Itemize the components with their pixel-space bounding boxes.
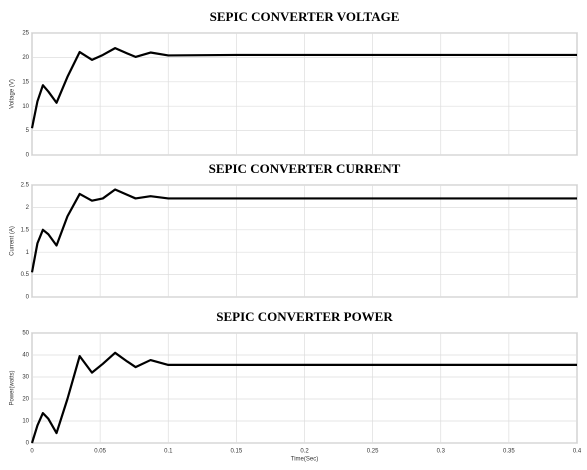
- y-tick-label: 5: [26, 128, 30, 134]
- x-axis-label: Time(Sec): [291, 457, 318, 463]
- y-tick-label: 50: [22, 331, 29, 337]
- line: [30, 351, 577, 444]
- x-tick-label: 0.35: [503, 449, 515, 455]
- x-tick-label: 0.2: [300, 449, 309, 455]
- x-tick-label: 0.3: [437, 449, 446, 455]
- x-tick-label: 0.1: [164, 449, 173, 455]
- y-tick-label: 30: [22, 375, 29, 381]
- chart-title: SEPIC CONVERTER POWER: [216, 309, 393, 324]
- x-tick-label: 0.15: [231, 449, 243, 455]
- y-axis-label: Current (A): [10, 226, 16, 256]
- line: [30, 47, 577, 129]
- y-tick-label: 1.5: [21, 227, 30, 233]
- y-tick-label: 2.5: [21, 183, 30, 189]
- y-axis-label: Power(watts): [10, 370, 16, 405]
- y-tick-label: 2: [26, 205, 30, 211]
- x-tick-label: 0.4: [573, 449, 582, 455]
- x-tick-label: 0.25: [367, 449, 379, 455]
- chart-title: SEPIC CONVERTER VOLTAGE: [210, 9, 400, 24]
- y-tick-label: 25: [22, 31, 29, 37]
- y-tick-label: 0: [26, 153, 30, 159]
- x-tick-label: 0.05: [94, 449, 106, 455]
- y-tick-label: 0.5: [21, 272, 30, 278]
- y-tick-label: 0: [26, 441, 30, 447]
- y-tick-label: 15: [22, 79, 29, 85]
- y-tick-label: 20: [22, 397, 29, 403]
- y-axis-label: Voltage (V): [10, 79, 16, 109]
- y-tick-label: 1: [26, 250, 30, 256]
- y-tick-label: 20: [22, 55, 29, 61]
- x-tick-label: 0: [30, 449, 34, 455]
- line: [30, 188, 577, 273]
- y-tick-label: 10: [22, 419, 29, 425]
- y-tick-label: 40: [22, 353, 29, 359]
- y-tick-label: 10: [22, 104, 29, 110]
- y-tick-label: 0: [26, 295, 30, 301]
- chart-title: SEPIC CONVERTER CURRENT: [209, 161, 401, 176]
